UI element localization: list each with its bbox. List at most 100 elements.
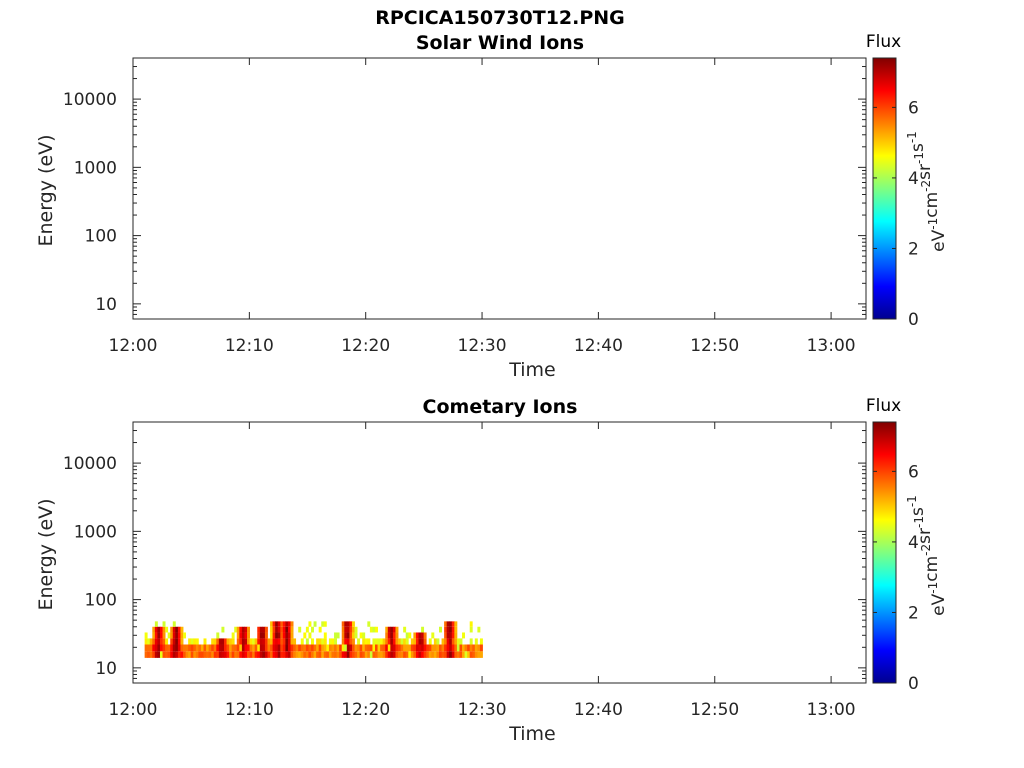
heatmap-cell — [254, 638, 258, 645]
y-axis-label: Energy (eV) — [35, 498, 57, 610]
heatmap-cell — [272, 621, 276, 627]
heatmap-cell — [469, 638, 473, 645]
heatmap-cell — [423, 638, 427, 645]
heatmap-cell — [321, 644, 325, 652]
x-tick-label: 12:40 — [574, 336, 623, 356]
heatmap-cell — [244, 651, 248, 658]
heatmap-cell — [272, 632, 276, 639]
heatmap-cell — [398, 651, 401, 658]
heatmap-cell — [247, 626, 250, 633]
heatmap-cell — [200, 651, 204, 658]
heatmap-cell — [290, 638, 294, 645]
heatmap-cell — [167, 644, 171, 652]
heatmap-cell — [152, 632, 156, 639]
heatmap-cell — [418, 644, 422, 652]
heatmap-cell — [351, 626, 355, 633]
heatmap-cell — [413, 638, 417, 645]
heatmap-cell — [293, 644, 297, 652]
y-axis-label: Energy (eV) — [35, 134, 57, 246]
heatmap-cell — [241, 651, 245, 658]
heatmap-cell — [395, 632, 399, 639]
heatmap-cell — [206, 644, 210, 652]
heatmap-cell — [236, 626, 240, 633]
heatmap-cell — [162, 632, 166, 639]
heatmap-cell — [387, 632, 391, 639]
heatmap-cell — [298, 651, 302, 658]
heatmap-cell — [280, 632, 284, 639]
heatmap-cell — [321, 651, 325, 658]
heatmap-cell — [262, 644, 266, 652]
heatmap-cell — [344, 644, 348, 652]
heatmap-cell — [349, 632, 353, 639]
heatmap-cell — [400, 651, 404, 658]
heatmap-cell — [223, 644, 227, 652]
heatmap-cell — [162, 651, 166, 658]
heatmap-cell — [441, 644, 445, 652]
heatmap-cell — [334, 644, 338, 652]
heatmap-cell — [177, 651, 181, 658]
heatmap-cell — [236, 638, 240, 645]
heatmap-cell — [270, 632, 274, 639]
heatmap-cell — [334, 638, 338, 645]
heatmap-cell — [157, 626, 161, 633]
heatmap-cell — [341, 638, 345, 645]
figure-title: RPCICA150730T12.PNG — [375, 7, 625, 29]
heatmap-cell — [285, 626, 289, 633]
heatmap-cell — [451, 644, 455, 652]
heatmap-cell — [387, 626, 391, 633]
heatmap-cell — [351, 644, 355, 652]
heatmap-cell — [239, 638, 243, 645]
heatmap-cell — [252, 638, 256, 645]
heatmap-cell — [375, 644, 378, 652]
heatmap-cell — [436, 638, 440, 645]
heatmap-cell — [221, 651, 225, 658]
heatmap-cell — [259, 651, 263, 658]
colorbar-tick-label: 2 — [908, 239, 919, 259]
heatmap-cell — [162, 638, 166, 645]
heatmap-cell — [362, 644, 366, 652]
heatmap-cell — [326, 651, 330, 658]
heatmap-cell — [247, 632, 250, 639]
heatmap-cell — [410, 638, 414, 645]
colorbar-tick-label: 4 — [908, 533, 919, 553]
heatmap-cell — [405, 632, 409, 639]
heatmap-cell — [211, 651, 215, 658]
heatmap-cell — [249, 638, 253, 645]
heatmap-cell — [415, 638, 419, 645]
heatmap-cell — [444, 644, 448, 652]
heatmap-cell — [277, 621, 281, 627]
heatmap-cell — [298, 626, 302, 633]
heatmap-cell — [226, 644, 230, 652]
heatmap-cell — [341, 621, 345, 627]
heatmap-cell — [154, 632, 158, 639]
heatmap-cell — [144, 651, 148, 658]
plot-frame — [132, 421, 867, 684]
heatmap-cell — [418, 632, 422, 639]
heatmap-cell — [247, 651, 250, 658]
heatmap-cell — [259, 644, 263, 652]
heatmap-cell — [362, 632, 366, 639]
heatmap-cell — [467, 651, 471, 658]
heatmap-cell — [380, 644, 384, 652]
heatmap-cell — [344, 626, 348, 633]
heatmap-cell — [257, 638, 261, 645]
y-tick-label: 1000 — [74, 158, 117, 178]
heatmap-cell — [456, 644, 460, 652]
heatmap-cell — [249, 651, 253, 658]
heatmap-cell — [170, 638, 174, 645]
heatmap-cell — [200, 644, 204, 652]
heatmap-cell — [147, 644, 151, 652]
heatmap-cell — [408, 632, 412, 639]
heatmap-cell — [339, 651, 343, 658]
heatmap-cell — [185, 651, 189, 658]
heatmap-cell — [282, 621, 286, 627]
heatmap-cell — [398, 644, 401, 652]
heatmap-cell — [421, 632, 425, 639]
heatmap-cell — [287, 626, 291, 633]
heatmap-cell — [323, 621, 327, 627]
heatmap-cell — [277, 644, 281, 652]
heatmap-cell — [226, 638, 230, 645]
heatmap-cell — [275, 626, 279, 633]
heatmap-cell — [167, 651, 171, 658]
heatmap-cell — [477, 651, 481, 658]
